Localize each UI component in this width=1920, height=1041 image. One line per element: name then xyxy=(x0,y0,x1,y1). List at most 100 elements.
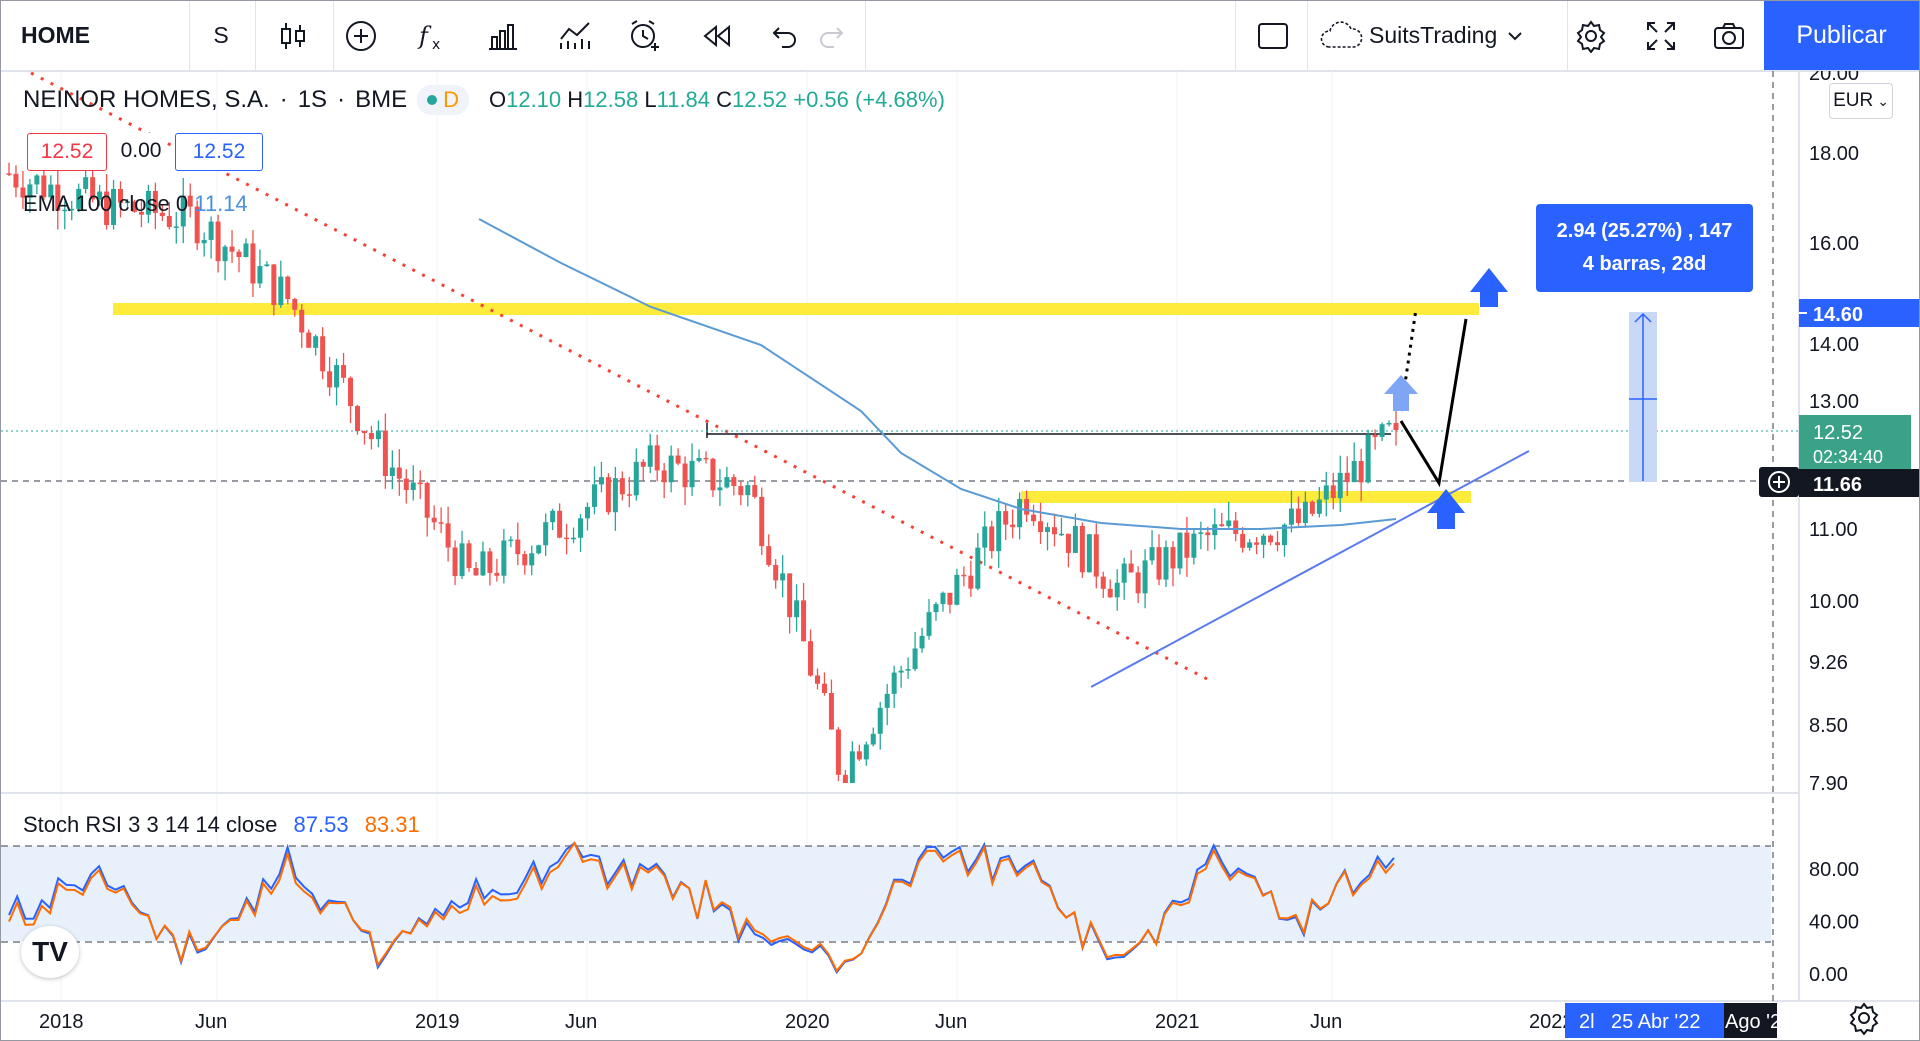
replay-icon[interactable] xyxy=(695,1,739,70)
candle-body xyxy=(968,575,974,589)
candle-body xyxy=(1184,532,1190,558)
uptrend-line[interactable] xyxy=(1090,450,1530,688)
candle-body xyxy=(808,641,814,676)
candle-body xyxy=(703,457,709,460)
candle-body xyxy=(773,564,779,581)
stoch-tick-label: 0.00 xyxy=(1809,964,1848,986)
scale-settings-gear-icon[interactable] xyxy=(1847,1001,1881,1035)
price-scale[interactable]: 20.00 18.00 16.00 14.00 13.00 11.00 10.00 9.26 8… xyxy=(1809,71,1859,795)
candle-body xyxy=(229,246,235,252)
candle-body xyxy=(55,184,61,211)
fullscreen-icon[interactable] xyxy=(1639,1,1683,70)
chart-canvas[interactable]: 20.00 18.00 16.00 14.00 13.00 11.00 10.00 9.26 8… xyxy=(1,71,1919,1040)
support-level-1166[interactable] xyxy=(1021,491,1471,503)
stoch-scale[interactable]: 80.00 40.00 0.00 xyxy=(1809,859,1859,986)
symbol-search-button[interactable]: HOME xyxy=(21,22,90,48)
publish-button[interactable]: Publicar xyxy=(1764,1,1919,70)
arrow-up-target-icon[interactable] xyxy=(1470,268,1508,307)
candle-body xyxy=(1093,534,1099,577)
stoch-legend[interactable]: Stoch RSI 3 3 14 14 close 87.53 83.31 xyxy=(23,812,420,838)
candle-body xyxy=(104,191,110,225)
candle-body xyxy=(675,455,681,464)
layout-icon[interactable] xyxy=(1251,1,1295,70)
candle-body xyxy=(1309,501,1315,514)
arrow-up-small-icon[interactable] xyxy=(1384,375,1418,411)
svg-text:x: x xyxy=(432,37,440,53)
candle-body xyxy=(438,522,444,524)
crosshair-price-text: 11.66 xyxy=(1813,474,1862,496)
compare-icon[interactable] xyxy=(553,1,597,70)
time-range-date-text: 25 Abr '22 xyxy=(1611,1011,1700,1033)
time-axis[interactable]: 2018 Jun 2019 Jun 2020 Jun 2021 Jun 2022 xyxy=(39,1011,1574,1033)
symbol-name: NEINOR HOMES, S.A. xyxy=(23,86,270,113)
add-indicator-icon[interactable] xyxy=(341,1,381,70)
candle-body xyxy=(1107,588,1113,598)
candle-body xyxy=(926,612,932,636)
camera-icon[interactable] xyxy=(1707,1,1751,70)
symbol-legend[interactable]: NEINOR HOMES, S.A. · 1S · BME D O12.10 H… xyxy=(23,85,945,115)
candle-body xyxy=(738,486,744,496)
candle-body xyxy=(842,774,848,783)
candles-icon[interactable] xyxy=(273,1,313,70)
candle-body xyxy=(1038,521,1044,532)
arrow-up-support-icon[interactable] xyxy=(1427,489,1465,529)
candle-body xyxy=(828,692,834,730)
candle-body xyxy=(815,675,821,684)
candle-body xyxy=(612,478,618,513)
projection-path[interactable] xyxy=(1399,318,1468,488)
candle-body xyxy=(557,510,563,538)
currency-select[interactable]: EUR ⌄ xyxy=(1829,83,1893,119)
settings-gear-icon[interactable] xyxy=(1569,1,1613,70)
buy-price-box[interactable]: 12.52 xyxy=(175,133,263,171)
candle-body xyxy=(138,211,144,215)
candle-body xyxy=(473,568,479,576)
candle-body xyxy=(1219,524,1225,527)
interval-button[interactable]: S xyxy=(213,22,229,48)
candle-body xyxy=(375,430,381,440)
candle-body xyxy=(1065,533,1071,553)
alert-icon[interactable] xyxy=(623,1,667,70)
candle-body xyxy=(348,377,354,407)
candle-body xyxy=(494,572,500,576)
undo-icon[interactable] xyxy=(763,1,803,70)
candle-body xyxy=(361,431,367,433)
candle-body xyxy=(724,477,730,488)
candle-body xyxy=(145,190,151,215)
candle-body xyxy=(278,276,284,306)
chevron-down-icon: ⌄ xyxy=(1877,92,1889,109)
candle-body xyxy=(905,669,911,671)
candle-body xyxy=(543,522,549,546)
candle-body xyxy=(403,478,409,491)
candle-body xyxy=(954,574,960,605)
candle-body xyxy=(591,484,597,507)
add-plus-icon[interactable] xyxy=(1759,467,1799,497)
financials-icon[interactable] xyxy=(481,1,525,70)
candle-body xyxy=(1149,547,1155,561)
candle-body xyxy=(1205,532,1211,536)
price-tick-label: 10.00 xyxy=(1809,591,1859,613)
candle-body xyxy=(410,482,416,491)
redo-icon[interactable] xyxy=(813,1,853,70)
candle-body xyxy=(1316,499,1322,514)
ema-100-line[interactable] xyxy=(478,218,1397,530)
ema-legend[interactable]: EMA 100 close 0 11.14 xyxy=(23,191,248,217)
sell-price-box[interactable]: 12.52 xyxy=(27,133,107,171)
downtrend-line[interactable] xyxy=(30,71,1212,683)
stoch-d-line[interactable] xyxy=(8,840,1395,973)
target-price-label xyxy=(1799,299,1919,327)
candle-body xyxy=(766,546,772,565)
stoch-d-value: 83.31 xyxy=(364,812,420,837)
tradingview-logo-icon[interactable]: TV xyxy=(21,926,79,978)
candles xyxy=(6,162,1399,783)
market-status-badge[interactable]: D xyxy=(417,85,469,115)
candle-body xyxy=(1288,508,1294,525)
candle-body xyxy=(417,482,423,485)
candle-body xyxy=(1358,461,1364,483)
account-menu[interactable]: SuitsTrading xyxy=(1319,1,1527,70)
candle-body xyxy=(1072,526,1078,553)
candle-body xyxy=(633,461,639,496)
resistance-level-1460[interactable] xyxy=(113,303,1479,315)
svg-text:f: f xyxy=(417,22,432,50)
